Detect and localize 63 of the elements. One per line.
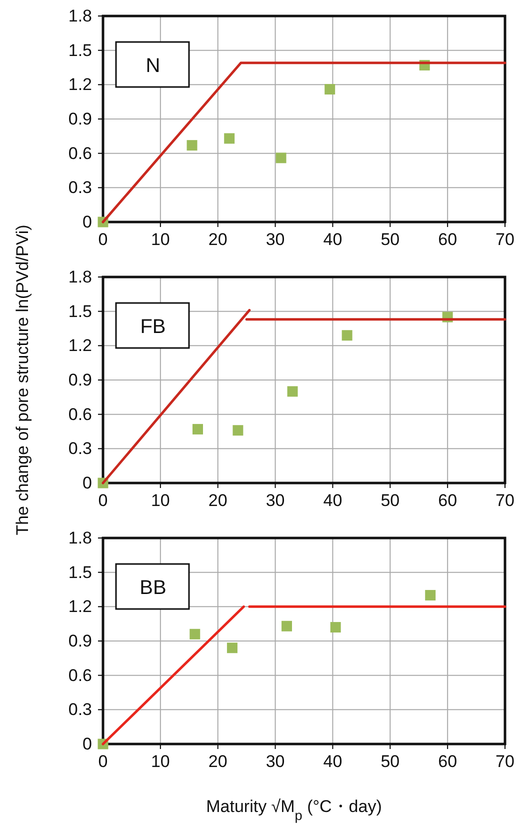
x-tick-label: 70 — [496, 491, 514, 510]
point — [342, 330, 352, 341]
x-tick-label: 40 — [323, 752, 342, 772]
x-tick-label: 60 — [438, 230, 458, 250]
point — [190, 628, 200, 640]
y-tick-label: 1.8 — [68, 267, 92, 286]
x-tick-label: 60 — [438, 491, 458, 510]
point — [192, 424, 203, 434]
x-tick-label: 20 — [208, 230, 228, 250]
x-tick-label: 10 — [150, 491, 170, 510]
x-tick-label: 10 — [150, 230, 170, 250]
y-tick-label: 0.6 — [68, 404, 92, 424]
x-tick-label: 60 — [438, 752, 458, 772]
y-tick-label: 0.3 — [68, 700, 92, 720]
y-tick-label: 1.2 — [68, 336, 92, 356]
x-tick-label: 50 — [380, 230, 400, 250]
x-tick-label: 20 — [208, 752, 228, 772]
x-tick-label: 70 — [496, 230, 514, 250]
annotation: FB — [140, 316, 166, 338]
x-tick-label: 40 — [323, 230, 342, 250]
y-axis-title: The change of pore structure ln(PVd/PVi) — [13, 224, 32, 536]
point — [425, 590, 436, 600]
point — [186, 140, 198, 151]
y-tick-label: 1.2 — [68, 75, 92, 94]
x-tick-label: 10 — [150, 752, 170, 772]
y-tick-label: 1.2 — [68, 597, 92, 616]
y-tick-label: 0.9 — [68, 370, 92, 390]
point — [224, 133, 235, 144]
y-tick-label: 0 — [82, 473, 92, 492]
y-tick-label: 0.6 — [68, 666, 92, 685]
annotation: BB — [140, 577, 166, 599]
point — [287, 386, 298, 397]
x-tick-label: 70 — [496, 752, 514, 772]
point — [276, 152, 286, 164]
x-tick-label: 30 — [266, 491, 285, 510]
y-tick-label: 1.8 — [68, 6, 92, 26]
annotation: N — [146, 55, 160, 77]
x-tick-label: 0 — [98, 752, 108, 772]
y-tick-label: 1.8 — [68, 528, 92, 548]
x-tick-label: 40 — [323, 491, 342, 510]
point — [324, 84, 336, 94]
y-tick-label: 0 — [82, 734, 92, 754]
y-tick-label: 0.9 — [68, 631, 92, 650]
x-axis-title: Maturity √M$_{p}$ (°C・day) — [206, 797, 382, 822]
point — [330, 622, 341, 633]
y-tick-label: 0 — [82, 212, 92, 232]
x-tick-label: 20 — [208, 491, 228, 510]
x-tick-label: 0 — [98, 230, 108, 250]
y-tick-label: 0.9 — [68, 109, 92, 128]
point — [226, 642, 238, 654]
x-tick-label: 50 — [380, 491, 400, 510]
y-tick-label: 0.3 — [68, 178, 92, 198]
y-tick-label: 1.5 — [68, 40, 92, 60]
y-tick-label: 1.5 — [68, 302, 92, 321]
point — [232, 425, 244, 436]
point — [282, 620, 292, 632]
y-tick-label: 0.3 — [68, 439, 92, 458]
x-tick-label: 0 — [98, 491, 108, 510]
y-tick-label: 1.5 — [68, 562, 92, 582]
x-tick-label: 50 — [380, 752, 400, 772]
x-tick-label: 30 — [266, 230, 285, 250]
y-tick-label: 0.6 — [68, 144, 92, 163]
x-tick-label: 30 — [266, 752, 285, 772]
